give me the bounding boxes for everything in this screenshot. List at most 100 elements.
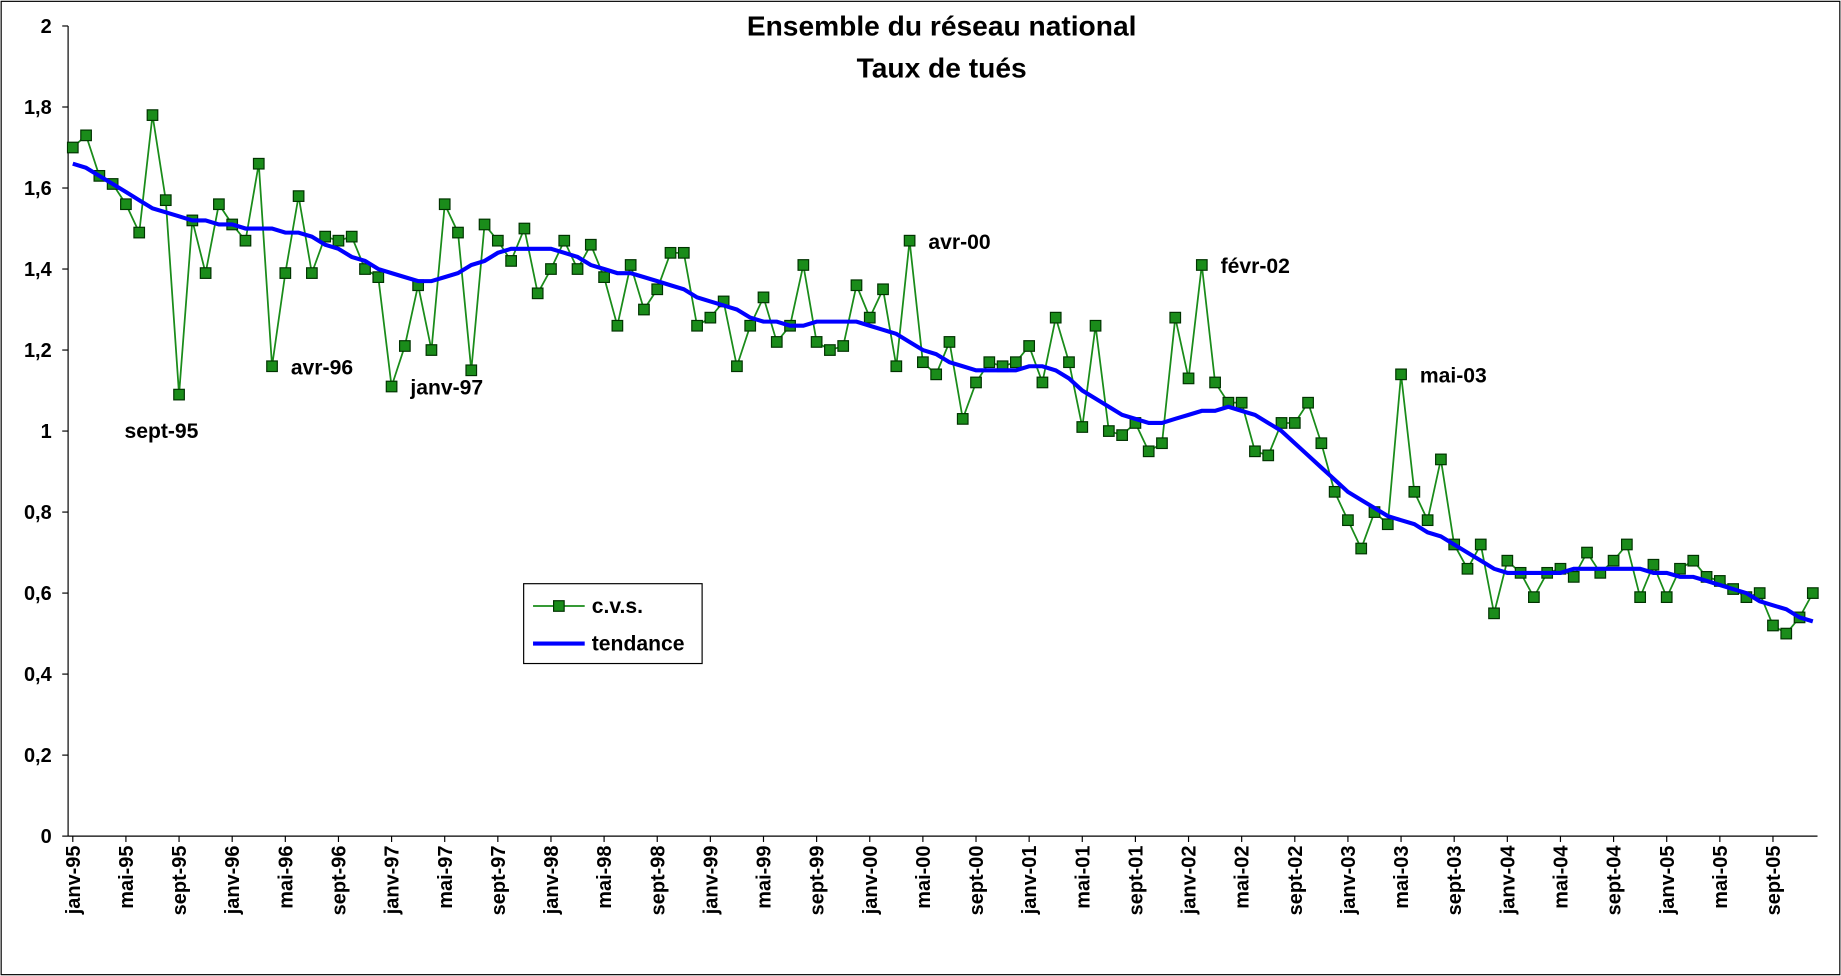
x-tick-label: sept-05	[1763, 846, 1785, 916]
data-point	[1634, 591, 1647, 604]
y-tick-label: 0,6	[24, 583, 52, 605]
data-point	[292, 190, 305, 202]
x-tick-label: janv-96	[222, 846, 244, 916]
data-point	[199, 267, 212, 279]
data-point	[1009, 356, 1022, 369]
data-point	[970, 376, 982, 389]
annotation: mai-03	[1420, 365, 1487, 388]
data-point	[438, 198, 451, 211]
data-point	[956, 413, 969, 425]
y-tick-label: 0,2	[24, 745, 52, 767]
x-tick-label: janv-95	[63, 846, 85, 916]
data-point	[133, 226, 146, 239]
x-tick-label: sept-97	[488, 846, 510, 916]
x-tick-label: janv-98	[541, 846, 563, 916]
data-point	[624, 259, 637, 271]
legend-marker	[553, 600, 565, 612]
data-point	[1102, 425, 1115, 437]
data-point	[1488, 607, 1500, 620]
data-point	[1474, 538, 1487, 551]
data-point	[863, 311, 876, 324]
x-tick-label: mai-95	[116, 846, 138, 909]
data-point	[345, 230, 358, 243]
data-point	[465, 364, 478, 377]
data-point	[1209, 376, 1221, 389]
data-point	[571, 263, 584, 275]
data-point	[306, 267, 318, 279]
data-point	[80, 129, 92, 142]
data-point	[319, 230, 332, 243]
data-point	[545, 263, 557, 275]
x-tick-label: mai-96	[275, 846, 297, 909]
x-tick-label: janv-05	[1657, 846, 1679, 916]
data-point	[930, 368, 943, 381]
x-tick-label: mai-04	[1550, 846, 1572, 909]
data-point	[837, 340, 850, 352]
data-point	[1435, 453, 1447, 466]
annotation: avr-00	[928, 231, 990, 254]
data-point	[279, 267, 292, 279]
data-point	[1142, 445, 1155, 458]
data-point	[518, 222, 531, 235]
data-point	[1674, 562, 1686, 575]
y-tick-label: 0	[41, 826, 52, 848]
legend-label: c.v.s.	[592, 595, 643, 618]
data-point	[491, 234, 504, 247]
y-tick-label: 1,2	[24, 340, 52, 362]
data-point	[1687, 554, 1700, 567]
data-point	[890, 360, 903, 373]
x-tick-label: sept-04	[1604, 846, 1626, 916]
data-point	[1275, 417, 1288, 429]
data-point	[677, 246, 690, 259]
data-point	[558, 234, 571, 247]
data-point	[1581, 546, 1593, 559]
data-point	[691, 319, 703, 332]
data-point	[159, 194, 172, 207]
annotation: sept-95	[124, 420, 198, 443]
data-point	[598, 271, 610, 284]
data-point	[359, 263, 371, 275]
x-tick-label: mai-02	[1232, 846, 1254, 909]
data-point	[173, 388, 185, 401]
data-point	[1528, 591, 1540, 604]
data-point	[1660, 591, 1673, 604]
y-tick-label: 1	[41, 421, 52, 443]
x-tick-label: janv-04	[1497, 846, 1519, 916]
x-tick-label: mai-05	[1710, 846, 1732, 909]
annotation: févr-02	[1221, 255, 1290, 278]
data-point	[385, 380, 398, 393]
data-point	[1647, 558, 1660, 571]
data-point	[1421, 514, 1434, 527]
x-tick-label: janv-01	[1019, 846, 1041, 916]
data-point	[903, 234, 916, 247]
legend: c.v.s. tendance	[523, 583, 703, 665]
y-tick-label: 1,8	[24, 97, 52, 119]
data-point	[66, 141, 79, 154]
data-point	[1288, 417, 1301, 429]
data-point	[943, 336, 956, 348]
x-tick-label: sept-02	[1285, 846, 1307, 916]
data-point	[239, 234, 252, 247]
data-point	[1195, 259, 1208, 271]
data-point	[332, 234, 345, 247]
data-point	[704, 311, 717, 324]
chart-title: Ensemble du réseau national	[747, 9, 1137, 41]
data-point	[1063, 356, 1075, 369]
data-point	[1753, 587, 1766, 599]
x-tick-label: mai-97	[435, 846, 457, 909]
x-tick-label: mai-99	[754, 846, 776, 909]
data-point	[1036, 376, 1049, 389]
x-tick-label: sept-99	[807, 846, 829, 916]
data-point	[638, 303, 650, 316]
x-tick-label: mai-03	[1391, 846, 1413, 909]
x-tick-label: janv-03	[1338, 846, 1360, 916]
annotation: janv-97	[409, 377, 483, 400]
data-point	[664, 246, 677, 259]
data-point	[505, 255, 517, 267]
data-point	[1302, 396, 1314, 409]
data-point	[824, 344, 836, 356]
annotation: avr-96	[291, 356, 353, 379]
data-point	[1249, 445, 1261, 458]
